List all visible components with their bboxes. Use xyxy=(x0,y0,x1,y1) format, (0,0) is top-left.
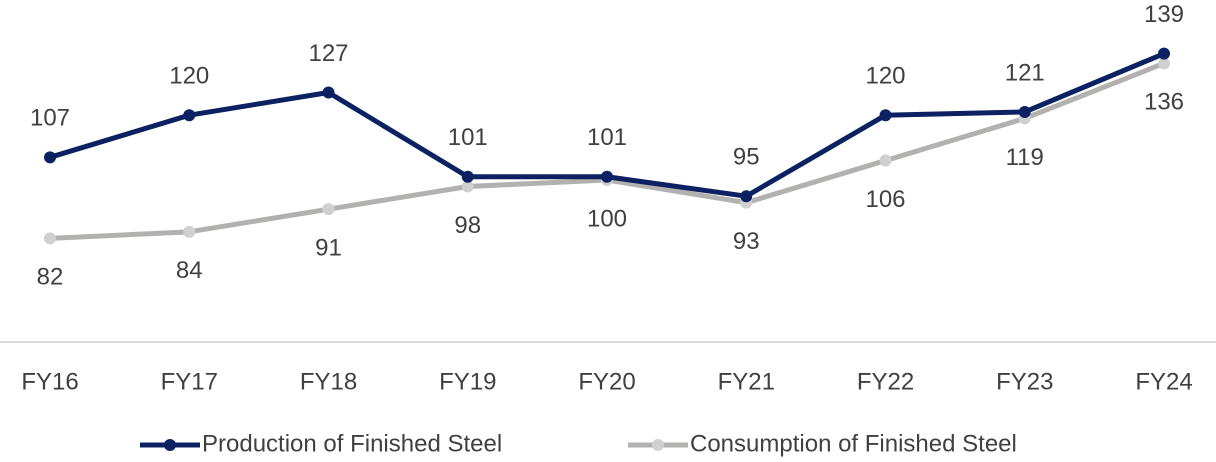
data-point xyxy=(1158,47,1170,60)
data-point xyxy=(879,109,892,122)
x-tick-label: FY17 xyxy=(161,368,218,395)
x-tick-label: FY18 xyxy=(300,368,357,395)
data-label: 101 xyxy=(587,124,627,151)
data-label: 120 xyxy=(169,63,209,90)
data-point xyxy=(601,170,613,183)
data-label: 82 xyxy=(37,264,64,291)
legend-marker xyxy=(164,439,176,451)
data-point xyxy=(183,225,196,238)
x-tick-label: FY23 xyxy=(996,368,1053,395)
x-tick-label: FY24 xyxy=(1135,368,1192,395)
legend-label: Production of Finished Steel xyxy=(202,430,502,457)
x-tick-label: FY21 xyxy=(718,368,775,395)
x-tick-label: FY16 xyxy=(21,368,78,395)
data-point xyxy=(322,86,335,99)
data-point xyxy=(1158,57,1170,70)
data-label: 93 xyxy=(733,228,760,255)
data-label: 95 xyxy=(733,144,760,171)
x-tick-label: FY22 xyxy=(857,368,914,395)
data-point xyxy=(1018,105,1031,118)
x-tick-label: FY19 xyxy=(439,368,496,395)
data-point xyxy=(183,109,196,122)
data-label: 91 xyxy=(315,235,342,262)
data-label: 136 xyxy=(1144,89,1184,116)
x-tick-label: FY20 xyxy=(578,368,635,395)
data-point xyxy=(44,151,56,164)
data-point xyxy=(740,190,753,203)
data-label: 98 xyxy=(454,212,481,239)
data-label: 121 xyxy=(1005,59,1045,86)
data-label: 139 xyxy=(1144,1,1184,28)
legend-marker xyxy=(652,439,664,451)
data-label: 107 xyxy=(30,105,70,132)
data-label: 120 xyxy=(865,63,905,90)
data-label: 100 xyxy=(587,205,627,232)
data-point xyxy=(461,180,474,193)
data-label: 119 xyxy=(1006,144,1044,171)
legend-label: Consumption of Finished Steel xyxy=(690,430,1017,457)
data-point xyxy=(322,203,335,216)
data-label: 127 xyxy=(308,40,348,67)
data-label: 84 xyxy=(176,257,203,284)
data-point xyxy=(44,232,56,245)
data-point xyxy=(879,154,892,167)
data-point xyxy=(461,170,474,183)
data-label: 106 xyxy=(865,186,905,213)
data-label: 101 xyxy=(448,124,488,151)
